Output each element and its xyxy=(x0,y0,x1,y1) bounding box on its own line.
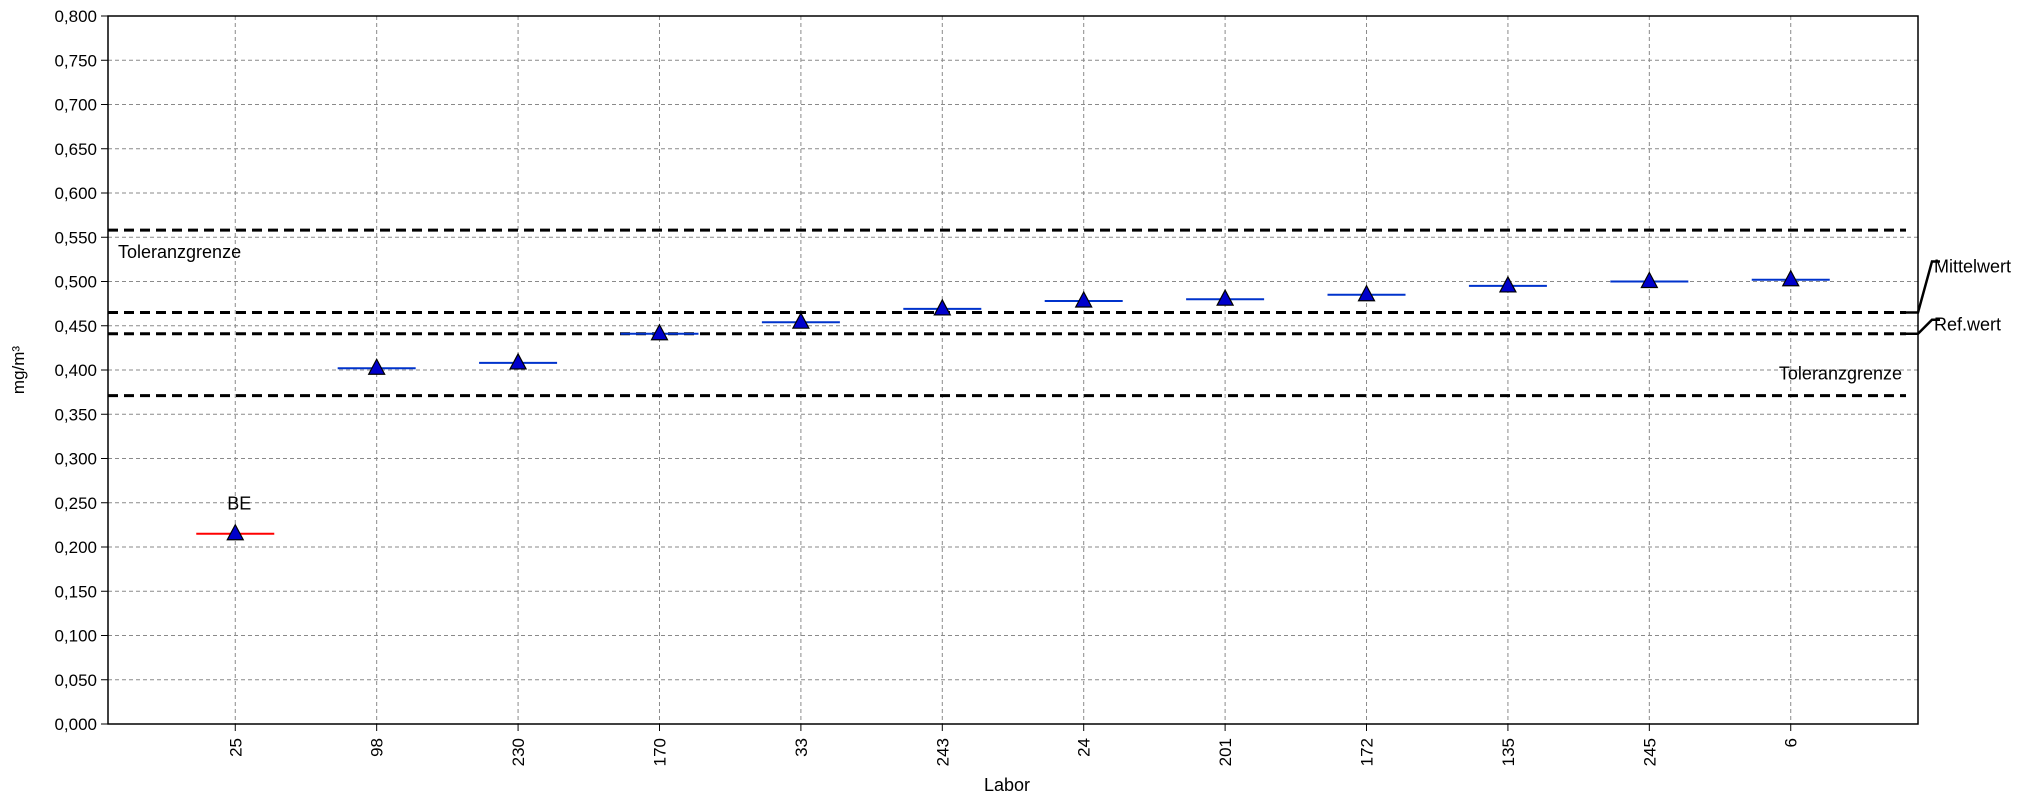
y-tick-label: 0,400 xyxy=(54,361,97,380)
y-tick-label: 0,350 xyxy=(54,405,97,424)
y-tick-label: 0,000 xyxy=(54,715,97,734)
x-tick-label: 135 xyxy=(1499,738,1518,766)
y-tick-label: 0,150 xyxy=(54,582,97,601)
y-axis-label: mg/m³ xyxy=(9,346,28,395)
lower-tolerance-label: Toleranzgrenze xyxy=(1779,364,1902,384)
label-layer: Labor mg/m³ Toleranzgrenze Toleranzgrenze… xyxy=(9,242,2011,795)
data-point-marker xyxy=(226,523,245,541)
data-point-marker xyxy=(791,311,810,329)
y-tick-label: 0,650 xyxy=(54,140,97,159)
x-tick-label: 24 xyxy=(1075,738,1094,757)
x-tick-label: 25 xyxy=(226,738,245,757)
data-point-marker xyxy=(1640,271,1659,289)
reference-line-layer xyxy=(108,228,1940,398)
reference-label: Ref.wert xyxy=(1934,315,2001,335)
x-tick-label: 201 xyxy=(1216,738,1235,766)
data-point-marker xyxy=(933,298,952,316)
x-tick-label: 172 xyxy=(1358,738,1377,766)
point-annotation: BE xyxy=(227,494,251,514)
y-tick-label: 0,700 xyxy=(54,96,97,115)
y-tick-label: 0,600 xyxy=(54,184,97,203)
data-point-marker xyxy=(1781,269,1800,287)
y-tick-label: 0,500 xyxy=(54,273,97,292)
x-tick-label: 6 xyxy=(1782,738,1801,747)
reference-callout xyxy=(1906,318,1940,335)
upper-tolerance-label: Toleranzgrenze xyxy=(118,242,241,262)
marks-layer xyxy=(196,269,1830,541)
y-tick-label: 0,800 xyxy=(54,7,97,26)
data-point-marker xyxy=(1074,290,1093,308)
axis-layer: 0,000 0,050 0,100 0,150 0,200 0,250 0,300 0,350… xyxy=(54,7,1919,766)
data-point-marker xyxy=(1357,284,1376,302)
x-tick-label: 98 xyxy=(368,738,387,757)
x-tick-label: 170 xyxy=(650,738,669,766)
data-point-marker xyxy=(1498,275,1517,293)
data-point-marker xyxy=(650,323,669,341)
y-tick-label: 0,200 xyxy=(54,538,97,557)
y-tick-label: 0,300 xyxy=(54,450,97,469)
x-tick-label: 33 xyxy=(792,738,811,757)
x-tick-label: 243 xyxy=(933,738,952,766)
data-point-marker xyxy=(367,357,386,375)
x-axis-label: Labor xyxy=(984,775,1030,795)
y-tick-label: 0,100 xyxy=(54,627,97,646)
x-tick-label: 230 xyxy=(509,738,528,766)
y-tick-label: 0,450 xyxy=(54,317,97,336)
grid-layer xyxy=(108,16,1918,724)
y-tick-label: 0,050 xyxy=(54,671,97,690)
y-tick-label: 0,750 xyxy=(54,51,97,70)
y-tick-label: 0,550 xyxy=(54,228,97,247)
y-tick-label: 0,250 xyxy=(54,494,97,513)
data-point-marker xyxy=(1216,288,1235,306)
mean-label: Mittelwert xyxy=(1934,256,2011,276)
data-point-marker xyxy=(509,352,528,370)
mean-callout xyxy=(1906,260,1940,314)
x-tick-label: 245 xyxy=(1640,738,1659,766)
